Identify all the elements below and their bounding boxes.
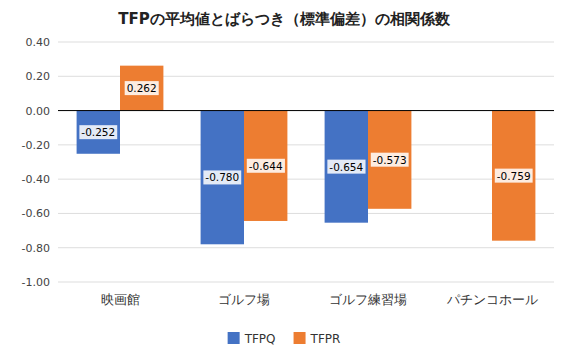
grid-line [58,213,554,214]
legend-label: TFPQ [244,332,276,346]
grid-line [58,179,554,180]
bars [77,66,536,245]
grid-line [58,247,554,248]
legend-label: TFPR [310,332,341,346]
grid-line [58,144,554,145]
bar [201,111,244,245]
x-tick-label: パチンコホール [446,292,538,307]
bar [368,111,411,209]
data-label: -0.759 [497,170,531,182]
data-label-bg [79,125,117,139]
y-tick-label: 0.40 [26,36,51,49]
data-label-bg [495,169,533,183]
bar [492,111,535,241]
data-label-bg [371,153,409,167]
data-label: -0.780 [205,171,239,183]
title: TFPの平均値とばらつき（標準偏差）の相関係数 [118,10,450,28]
data-label-bg [327,160,365,174]
y-tick-label: 0.20 [26,70,51,83]
data-label: -0.252 [81,126,115,138]
legend-swatch [228,332,240,344]
grid-line [58,110,554,111]
bar [325,111,368,223]
data-label-bg [125,81,159,95]
bar [244,111,287,221]
data-label: -0.654 [329,161,363,173]
chart: TFPの平均値とばらつき（標準偏差）の相関係数 -1.00 -0.80 -0.60 -0… [0,0,568,364]
grid-line [58,282,554,283]
x-tick-label: ゴルフ練習場 [329,292,407,307]
y-tick-label: -1.00 [22,276,50,289]
data-label-bg [247,159,285,173]
y-tick-label: -0.40 [22,173,50,186]
data-label: -0.573 [373,154,407,166]
x-tick-label: 映画館 [101,292,140,307]
bar [77,111,120,154]
x-tick-label: ゴルフ場 [218,292,270,307]
data-label-bg [203,170,241,184]
grid [58,42,554,282]
legend-swatch [294,332,306,344]
y-tick-label: 0.00 [26,105,51,118]
legend: TFPQ TFPR [228,332,341,346]
y-tick-label: -0.80 [22,242,50,255]
y-tick-label: -0.60 [22,207,50,220]
data-label: 0.262 [127,82,157,94]
data-label: -0.644 [249,160,283,172]
data-labels: -0.252 -0.780 -0.654 0.262 -0.644 -0.573 -0.75… [79,81,532,184]
bar [120,66,163,111]
y-tick-label: -0.20 [22,139,50,152]
zero-line [58,110,554,111]
grid-line [58,42,554,43]
